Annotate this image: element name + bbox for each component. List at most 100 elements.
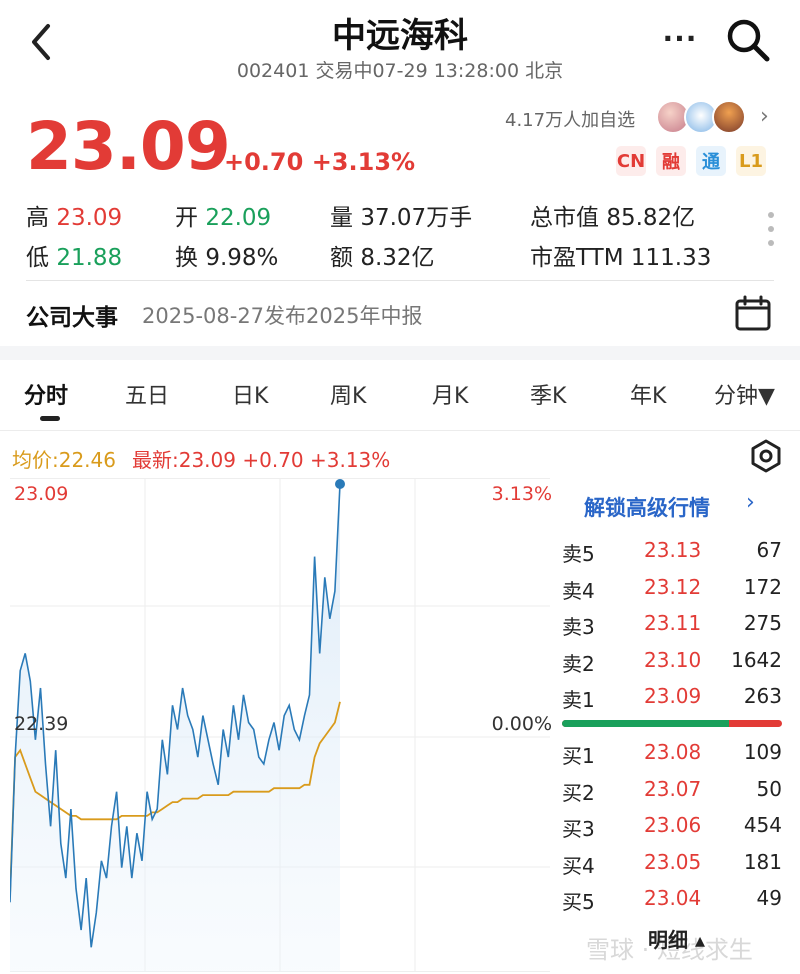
level-price: 23.10 — [644, 647, 702, 672]
y-label-top: 23.09 — [14, 483, 68, 505]
tab-monthly-k[interactable]: 月K — [432, 384, 469, 409]
unlock-advanced-quotes[interactable]: 解锁高级行情 — [584, 496, 710, 520]
level-volume: 50 — [756, 776, 782, 801]
chart-settings-button[interactable] — [748, 438, 784, 474]
level-volume: 67 — [756, 538, 782, 562]
ask-row[interactable]: 卖3 23.11 275 — [556, 611, 788, 647]
expand-stats-icon[interactable] — [766, 212, 776, 248]
detail-button[interactable]: 明细 ▴ — [648, 928, 706, 952]
tab-quarterly-k[interactable]: 季K — [530, 384, 567, 409]
bid-row[interactable]: 买3 23.06 454 — [556, 813, 788, 849]
tab-five-day[interactable]: 五日 — [125, 384, 170, 409]
stat-value: 21.88 — [56, 245, 123, 271]
bid-row[interactable]: 买4 23.05 181 — [556, 850, 788, 886]
stat-label: 额 — [330, 245, 353, 271]
stat-value: 23.09 — [56, 205, 123, 231]
ask-row[interactable]: 卖1 23.09 263 — [556, 684, 788, 720]
intraday-chart[interactable]: 23.09 22.39 3.13% 0.00% — [10, 478, 556, 972]
event-text[interactable]: 2025-08-27发布2025年中报 — [142, 304, 423, 328]
calendar-icon — [735, 295, 771, 331]
stat-low: 低 21.88 — [26, 238, 122, 272]
bid-row[interactable]: 买1 23.08 109 — [556, 740, 788, 776]
bid-row[interactable]: 买5 23.04 49 — [556, 886, 788, 922]
ask-row[interactable]: 卖5 23.13 67 — [556, 538, 788, 574]
change-percent: +3.13% — [311, 148, 416, 176]
event-label: 公司大事 — [26, 305, 118, 331]
level-label: 买5 — [562, 890, 595, 914]
watcher-avatars[interactable] — [656, 100, 756, 136]
search-button[interactable] — [724, 16, 772, 64]
chevron-right-icon[interactable]: › — [760, 104, 769, 129]
calendar-button[interactable] — [734, 294, 772, 332]
chevron-right-icon[interactable]: › — [746, 490, 755, 515]
current-price: 23.09 — [26, 108, 231, 185]
level-price: 23.06 — [644, 813, 702, 837]
more-dots-icon: ··· — [662, 22, 698, 55]
watermark: 雪球 · 短线求生 — [586, 936, 753, 964]
tab-weekly-k[interactable]: 周K — [330, 384, 367, 409]
stat-value: 9.98% — [205, 245, 279, 271]
tag-margin[interactable]: 融 — [656, 146, 686, 176]
tab-minute[interactable]: 分钟▼ — [714, 384, 775, 409]
last-price-dot — [335, 479, 345, 489]
buy-sell-ratio-bar — [562, 720, 782, 727]
level-volume: 109 — [743, 740, 782, 764]
settings-hexagon-icon — [751, 439, 781, 473]
tab-intraday[interactable]: 分时 — [24, 384, 69, 409]
stat-value: 22.09 — [205, 205, 272, 231]
price-change: +0.70 +3.13% — [224, 148, 415, 176]
level-volume: 263 — [743, 684, 782, 708]
detail-label: 明细 — [648, 928, 688, 952]
stat-value: 37.07万手 — [360, 205, 473, 231]
stat-label: 总市值 — [530, 205, 599, 231]
change-value: +0.70 — [224, 148, 304, 176]
stat-market-cap: 总市值 85.82亿 — [530, 198, 695, 232]
more-button[interactable]: ··· — [660, 22, 700, 58]
level-volume: 181 — [743, 849, 782, 874]
back-button[interactable] — [22, 20, 62, 64]
ask-row[interactable]: 卖2 23.10 1642 — [556, 648, 788, 684]
level-volume: 172 — [743, 574, 782, 599]
level-label: 卖3 — [562, 615, 595, 639]
stat-value: 111.33 — [630, 245, 712, 271]
stock-tags: CN 融 通 L1 — [616, 146, 766, 176]
level-label: 卖5 — [562, 542, 595, 566]
stat-label: 低 — [26, 245, 49, 271]
level-price: 23.12 — [644, 574, 702, 599]
watchlist-count[interactable]: 4.17万人加自选 — [505, 110, 636, 131]
divider — [26, 280, 774, 281]
page-title: 中远海科 — [332, 16, 468, 56]
tab-yearly-k[interactable]: 年K — [630, 384, 667, 409]
market-label: 北京 — [525, 60, 564, 82]
ask-row[interactable]: 卖4 23.12 172 — [556, 575, 788, 611]
level-price: 23.09 — [644, 684, 702, 708]
level-volume: 454 — [743, 813, 782, 837]
chevron-left-icon — [32, 24, 50, 60]
stock-code: 002401 — [236, 60, 310, 82]
stat-label: 开 — [175, 205, 198, 231]
tag-level1[interactable]: L1 — [736, 146, 766, 176]
average-price-line — [10, 701, 341, 896]
level-label: 卖2 — [562, 651, 595, 676]
level-price: 23.08 — [644, 740, 702, 764]
y-pct-top: 3.13% — [492, 483, 552, 505]
stock-subtitle: 002401 交易中07-29 13:28:00 北京 — [0, 56, 800, 83]
stat-value: 85.82亿 — [606, 205, 696, 231]
tag-connect[interactable]: 通 — [696, 146, 726, 176]
level-label: 卖1 — [562, 688, 595, 712]
level-label: 买1 — [562, 744, 595, 768]
y-label-mid: 22.39 — [14, 713, 68, 735]
trading-status: 交易中07-29 13:28:00 — [315, 60, 520, 82]
stat-label: 高 — [26, 205, 49, 231]
level-price: 23.05 — [644, 849, 702, 874]
price-line — [10, 483, 341, 948]
level-price: 23.07 — [644, 776, 702, 801]
stat-amount: 额 8.32亿 — [330, 238, 435, 272]
stat-value: 8.32亿 — [360, 245, 435, 271]
tab-daily-k[interactable]: 日K — [232, 384, 269, 409]
bid-row[interactable]: 买2 23.07 50 — [556, 777, 788, 813]
stat-open: 开 22.09 — [175, 198, 271, 232]
tag-cn[interactable]: CN — [616, 146, 646, 176]
stat-label: 市盈TTM — [530, 245, 624, 271]
level-label: 买2 — [562, 780, 595, 805]
